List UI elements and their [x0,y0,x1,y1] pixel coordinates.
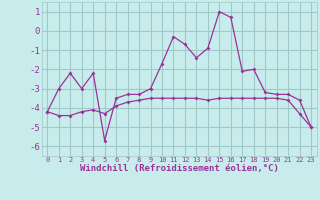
X-axis label: Windchill (Refroidissement éolien,°C): Windchill (Refroidissement éolien,°C) [80,164,279,173]
